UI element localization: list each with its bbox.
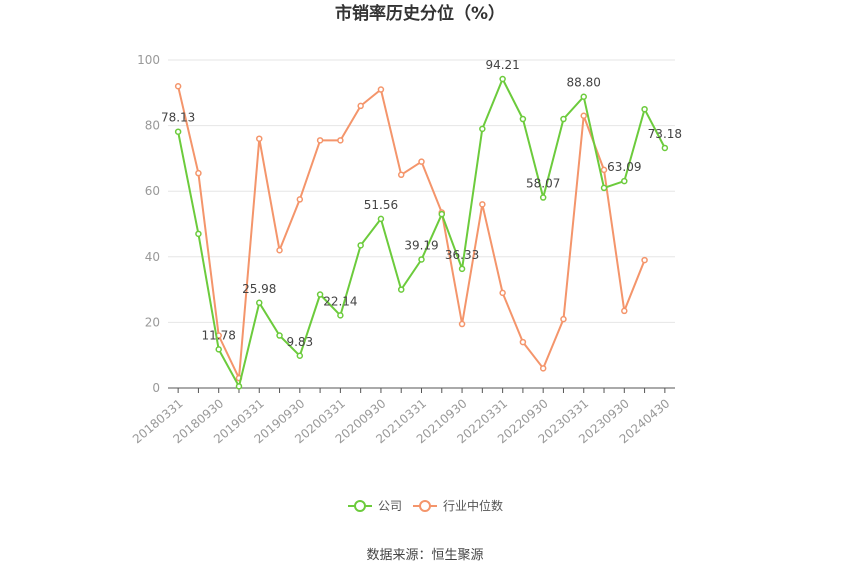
data-label-company: 94.21: [485, 58, 519, 72]
legend-item-industry[interactable]: 行业中位数: [413, 498, 503, 513]
y-tick-label: 100: [137, 53, 160, 67]
point-company[interactable]: [195, 230, 202, 238]
point-company[interactable]: [316, 291, 324, 298]
source-note: 数据来源：恒生聚源: [366, 548, 483, 563]
data-label-company: 73.18: [648, 127, 682, 141]
legend-item-company[interactable]: 公司: [348, 499, 402, 513]
line-industry: [177, 85, 646, 380]
point-company[interactable]: [235, 383, 243, 390]
data-label-company: 78.13: [161, 111, 195, 125]
y-tick-label: 80: [145, 119, 160, 133]
axes: 0204060801002018033120180930201903312019…: [130, 53, 675, 446]
point-industry[interactable]: [458, 320, 466, 328]
legend-label-industry: 行业中位数: [443, 498, 503, 513]
point-industry[interactable]: [377, 86, 385, 93]
point-industry[interactable]: [560, 315, 567, 323]
point-industry[interactable]: [316, 137, 324, 144]
chart-title: 市销率历史分位（%）: [335, 3, 505, 24]
legend: 公司 行业中位数: [348, 498, 503, 513]
y-tick-label: 20: [145, 315, 160, 329]
point-industry[interactable]: [337, 137, 344, 144]
point-industry[interactable]: [357, 102, 364, 110]
point-company[interactable]: [519, 115, 527, 123]
data-labels: 78.13 11.78 25.98 9.83 22.14 51.56 39.19 36.33 9…: [161, 58, 682, 349]
point-industry[interactable]: [621, 307, 628, 315]
data-label-company: 88.80: [567, 76, 601, 90]
data-label-company: 51.56: [364, 198, 398, 212]
point-industry[interactable]: [479, 201, 486, 208]
point-company[interactable]: [621, 177, 628, 185]
point-company[interactable]: [499, 75, 506, 83]
point-industry[interactable]: [195, 169, 202, 177]
point-industry[interactable]: [296, 196, 304, 203]
data-label-company: 11.78: [202, 328, 236, 342]
point-industry[interactable]: [641, 256, 648, 264]
point-company[interactable]: [337, 312, 344, 319]
point-company[interactable]: [560, 115, 567, 123]
legend-marker-company: [354, 500, 366, 512]
point-company[interactable]: [256, 299, 263, 307]
y-tick-label: 40: [145, 250, 160, 264]
point-industry[interactable]: [519, 338, 527, 346]
point-industry[interactable]: [499, 289, 506, 297]
point-industry[interactable]: [600, 166, 608, 174]
y-tick-label: 60: [145, 184, 160, 198]
point-industry[interactable]: [397, 171, 405, 179]
point-company[interactable]: [641, 105, 648, 113]
point-company[interactable]: [438, 210, 446, 218]
series-company: [174, 75, 669, 390]
point-industry[interactable]: [580, 112, 587, 120]
point-company[interactable]: [458, 265, 466, 273]
point-industry[interactable]: [256, 135, 263, 142]
legend-marker-industry: [419, 500, 431, 512]
point-company[interactable]: [276, 332, 283, 339]
point-industry[interactable]: [418, 158, 425, 165]
point-company[interactable]: [174, 128, 182, 135]
point-company[interactable]: [397, 286, 405, 293]
point-company[interactable]: [600, 184, 608, 192]
legend-label-company: 公司: [378, 499, 402, 513]
point-industry[interactable]: [276, 246, 283, 254]
point-company[interactable]: [215, 346, 222, 353]
series-layer: [174, 75, 669, 390]
point-company[interactable]: [357, 242, 364, 249]
data-label-company: 58.07: [526, 177, 560, 191]
point-company[interactable]: [296, 352, 304, 360]
point-company[interactable]: [377, 215, 385, 223]
data-label-company: 22.14: [323, 294, 357, 308]
data-label-company: 25.98: [242, 282, 276, 296]
point-industry[interactable]: [539, 365, 547, 372]
point-industry[interactable]: [174, 82, 182, 90]
data-label-company: 36.33: [445, 248, 479, 262]
data-label-company: 39.19: [404, 238, 438, 252]
point-company[interactable]: [539, 194, 547, 201]
y-tick-label: 0: [152, 381, 160, 395]
point-company[interactable]: [580, 93, 587, 100]
data-label-company: 9.83: [286, 335, 313, 349]
point-company[interactable]: [479, 125, 486, 133]
data-label-company: 63.09: [607, 160, 641, 174]
series-industry: [174, 82, 648, 382]
point-company[interactable]: [661, 144, 669, 152]
point-company[interactable]: [418, 256, 425, 263]
